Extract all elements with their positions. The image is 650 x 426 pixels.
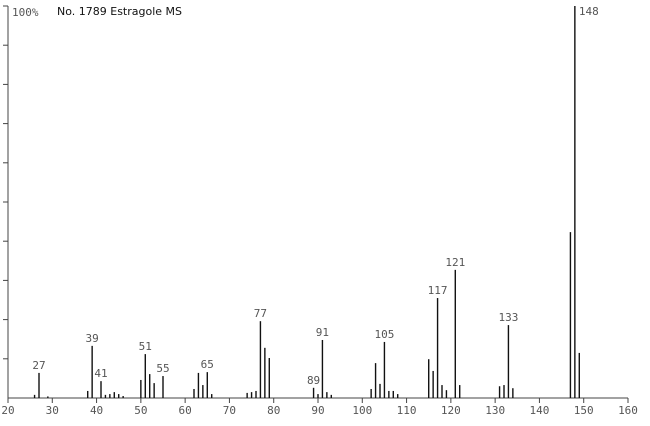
peak-label: 77 [254, 307, 267, 320]
peak-label: 39 [86, 332, 99, 345]
x-tick-label: 130 [485, 404, 505, 417]
x-tick-label: 150 [574, 404, 594, 417]
chart-title: No. 1789 Estragole MS [57, 5, 182, 18]
x-tick-label: 120 [441, 404, 461, 417]
peak-label: 91 [316, 326, 329, 339]
peak-label: 51 [139, 340, 152, 353]
peak-label: 27 [32, 359, 45, 372]
x-tick-label: 100 [352, 404, 372, 417]
peak-label: 55 [156, 362, 169, 375]
x-tick-label: 50 [134, 404, 147, 417]
peak-label: 41 [94, 367, 107, 380]
x-tick-label: 20 [1, 404, 14, 417]
x-tick-label: 110 [397, 404, 417, 417]
peak-label: 121 [445, 256, 465, 269]
x-tick-label: 40 [90, 404, 103, 417]
peak-label: 65 [201, 358, 214, 371]
peak-label: 148 [579, 5, 599, 18]
x-tick-label: 30 [46, 404, 59, 417]
x-tick-label: 90 [311, 404, 324, 417]
x-tick-label: 60 [179, 404, 192, 417]
peak-label: 133 [498, 311, 518, 324]
x-tick-label: 70 [223, 404, 236, 417]
peak-label: 117 [428, 284, 448, 297]
peak-label: 89 [307, 374, 320, 387]
x-tick-label: 160 [618, 404, 638, 417]
peak-label: 105 [374, 328, 394, 341]
y-tick-label: 100% [12, 6, 39, 19]
x-tick-label: 140 [529, 404, 549, 417]
x-tick-label: 80 [267, 404, 280, 417]
